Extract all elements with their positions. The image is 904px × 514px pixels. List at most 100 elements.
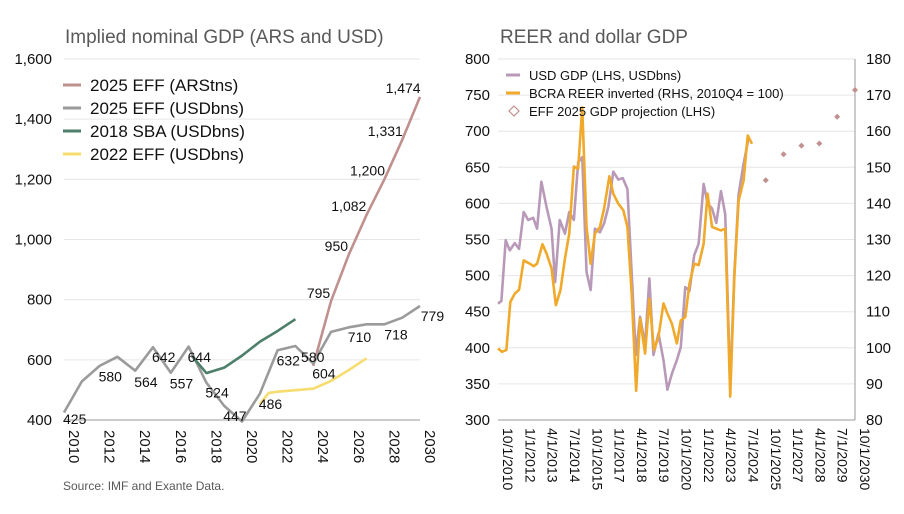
- data-label: 580: [301, 349, 325, 365]
- data-label: 1,082: [331, 198, 366, 214]
- data-label: 718: [384, 326, 408, 342]
- y2-tick-label: 90: [866, 376, 883, 393]
- legend-label: 2025 EFF (ARStns): [90, 76, 238, 95]
- data-label: 447: [223, 408, 247, 424]
- y-tick-label: 600: [27, 352, 52, 369]
- x-tick-label: 1/1/2017: [612, 428, 628, 483]
- x-tick-label: 4/1/2028: [812, 428, 828, 483]
- y-tick-label: 600: [465, 195, 490, 212]
- x-tick-label: 2028: [385, 430, 402, 463]
- y-tick-label: 400: [27, 412, 52, 429]
- series-line-2025-eff-usdbns-: [62, 304, 421, 423]
- y2-tick-label: 140: [866, 195, 891, 212]
- x-tick-label: 4/1/2023: [723, 428, 739, 483]
- data-label: 644: [188, 349, 212, 365]
- x-tick-label: 1/1/2027: [790, 428, 806, 483]
- data-label: 632: [277, 353, 301, 369]
- data-label: 1,331: [368, 123, 403, 139]
- y-tick-label: 750: [465, 87, 490, 104]
- x-tick-label: 10/1/2010: [500, 428, 516, 490]
- projection-marker: [762, 177, 769, 184]
- x-tick-label: 1/1/2022: [701, 428, 717, 483]
- legend-label: EFF 2025 GDP projection (LHS): [529, 104, 715, 119]
- series-line-2018-sba-usdbns-: [191, 318, 297, 375]
- data-label: 486: [259, 396, 283, 412]
- projection-marker: [816, 140, 823, 147]
- data-label: 710: [348, 329, 372, 345]
- x-tick-label: 4/1/2013: [545, 428, 561, 483]
- data-label: 564: [134, 374, 158, 390]
- y-tick-label: 1,600: [14, 51, 52, 68]
- projection-marker: [852, 87, 858, 94]
- x-tick-label: 10/1/2015: [589, 428, 605, 490]
- y-tick-label: 300: [465, 412, 490, 429]
- x-tick-label: 2010: [65, 430, 82, 463]
- x-tick-label: 2014: [136, 430, 153, 463]
- projection-marker: [798, 142, 805, 149]
- x-tick-label: 2018: [207, 430, 224, 463]
- x-tick-label: 2026: [350, 430, 367, 463]
- y-tick-label: 1,000: [14, 232, 52, 249]
- y-tick-label: 450: [465, 304, 490, 321]
- y2-tick-label: 150: [866, 159, 891, 176]
- x-tick-label: 10/1/2020: [679, 428, 695, 490]
- y2-tick-label: 80: [866, 412, 883, 429]
- data-label: 779: [421, 308, 445, 324]
- y-tick-label: 800: [27, 292, 52, 309]
- data-label: 1,474: [386, 80, 421, 96]
- data-label: 950: [325, 238, 349, 254]
- y-tick-label: 800: [465, 51, 490, 68]
- x-tick-label: 4/1/2018: [634, 428, 650, 483]
- x-tick-label: 10/1/2025: [768, 428, 784, 490]
- left-chart-title: Implied nominal GDP (ARS and USD): [65, 27, 384, 48]
- series-line-bcra-reer-inverted-rhs-2010q4-100-: [497, 106, 754, 398]
- x-tick-label: 2030: [421, 430, 438, 463]
- x-tick-label: 7/1/2014: [567, 428, 583, 483]
- projection-marker: [780, 151, 787, 158]
- legend-swatch: [508, 105, 520, 117]
- y2-tick-label: 170: [866, 87, 891, 104]
- y-tick-label: 650: [465, 159, 490, 176]
- x-tick-label: 10/1/2030: [857, 428, 873, 490]
- y2-tick-label: 180: [866, 51, 891, 68]
- x-tick-label: 2012: [101, 430, 118, 463]
- y-tick-label: 500: [465, 268, 490, 285]
- legend-label: BCRA REER inverted (RHS, 2010Q4 = 100): [529, 86, 784, 101]
- data-label: 642: [152, 349, 176, 365]
- x-tick-label: 7/1/2029: [835, 428, 851, 483]
- projection-marker: [834, 113, 841, 120]
- y2-tick-label: 130: [866, 232, 891, 249]
- x-tick-label: 7/1/2019: [656, 428, 672, 483]
- y-tick-label: 700: [465, 123, 490, 140]
- x-tick-label: 2016: [172, 430, 189, 463]
- series-line-2022-eff-usdbns-: [258, 357, 368, 406]
- x-tick-label: 2024: [314, 430, 331, 463]
- y-tick-label: 400: [465, 340, 490, 357]
- legend-label: 2018 SBA (USDbns): [90, 122, 245, 141]
- y2-tick-label: 100: [866, 340, 891, 357]
- y2-tick-label: 120: [866, 268, 891, 285]
- data-label: 580: [99, 369, 123, 385]
- x-tick-label: 2022: [279, 430, 296, 463]
- series-line-2025-eff-arstns-: [311, 96, 422, 367]
- legend-label: 2022 EFF (USDbns): [90, 145, 244, 164]
- y2-tick-label: 160: [866, 123, 891, 140]
- x-tick-label: 2020: [243, 430, 260, 463]
- right-chart-title: REER and dollar GDP: [500, 27, 688, 48]
- y-tick-label: 1,200: [14, 171, 52, 188]
- data-label: 557: [170, 375, 194, 391]
- data-label: 524: [205, 385, 229, 401]
- y2-tick-label: 110: [866, 304, 890, 321]
- source-note: Source: IMF and Exante Data.: [63, 479, 224, 493]
- x-tick-label: 1/1/2012: [522, 428, 538, 483]
- y-tick-label: 550: [465, 232, 490, 249]
- data-label: 425: [63, 411, 87, 427]
- legend-label: 2025 EFF (USDbns): [90, 99, 244, 118]
- y-tick-label: 1,400: [14, 111, 52, 128]
- data-label: 795: [307, 285, 331, 301]
- data-label: 1,200: [350, 163, 385, 179]
- x-tick-label: 7/1/2024: [745, 428, 761, 483]
- legend-label: USD GDP (LHS, USDbns): [529, 68, 681, 83]
